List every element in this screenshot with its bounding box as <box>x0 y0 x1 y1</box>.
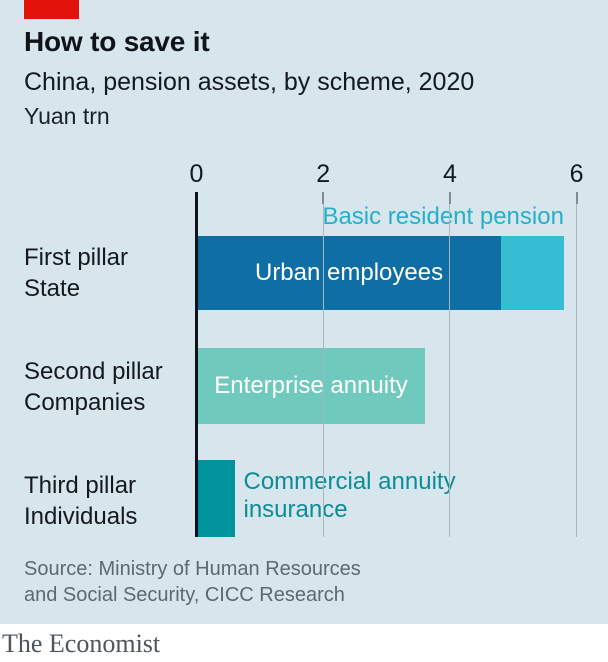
commercial-annuity-label: Commercial annuity insurance <box>243 468 456 523</box>
tick-mark <box>322 192 325 204</box>
row-label-third-pillar: Third pillar Individuals <box>24 470 137 532</box>
chart-title: How to save it <box>24 26 210 57</box>
basic-resident-pension-label: Basic resident pension <box>322 203 564 230</box>
tick-label: 0 <box>189 160 204 188</box>
bar-segment-urban-employees: Urban employees <box>197 236 502 310</box>
gridline <box>448 192 451 537</box>
pillar-owner: State <box>24 275 81 302</box>
bar-segment-enterprise-annuity: Enterprise annuity <box>197 348 426 424</box>
pillar-name: Third pillar <box>24 472 137 499</box>
tick-mark <box>448 192 451 204</box>
source-line-2: and Social Security, CICC Research <box>24 584 345 606</box>
row-label-second-pillar: Second pillar Companies <box>24 356 163 418</box>
pillar-owner: Companies <box>24 389 146 416</box>
chart-subtitle: China, pension assets, by scheme, 2020 <box>24 68 475 96</box>
bar-row-second-pillar: Enterprise annuity <box>197 348 426 424</box>
row-label-first-pillar: First pillar State <box>24 242 128 304</box>
tick-mark <box>575 192 578 204</box>
bar-row-third-pillar <box>197 460 235 537</box>
pillar-name: Second pillar <box>24 358 163 385</box>
chart-card: How to save it China, pension assets, by… <box>0 0 608 624</box>
gridline <box>575 192 578 537</box>
tick-label: 2 <box>316 160 331 188</box>
source-note: Source: Ministry of Human Resources and … <box>24 556 361 608</box>
source-line-1: Source: Ministry of Human Resources <box>24 558 361 580</box>
tick-label: 4 <box>442 160 457 188</box>
pillar-owner: Individuals <box>24 503 138 530</box>
axis-unit-label: Yuan trn <box>24 103 110 129</box>
bar-segment-label: Urban employees <box>254 259 444 286</box>
pillar-name: First pillar <box>24 244 129 271</box>
gridline <box>322 192 325 537</box>
bar-segment-commercial-annuity <box>197 460 235 537</box>
bar-row-first-pillar: Urban employees <box>197 236 565 310</box>
economist-red-tab <box>24 0 79 19</box>
axis-line <box>195 192 198 537</box>
bar-segment-label: Enterprise annuity <box>214 372 408 399</box>
economist-brand: The Economist <box>2 629 161 658</box>
tick-label: 6 <box>569 160 584 188</box>
bar-segment-basic-resident-pension <box>501 236 565 310</box>
plot-area: Urban employees Enterprise annuity Basic… <box>0 160 608 540</box>
